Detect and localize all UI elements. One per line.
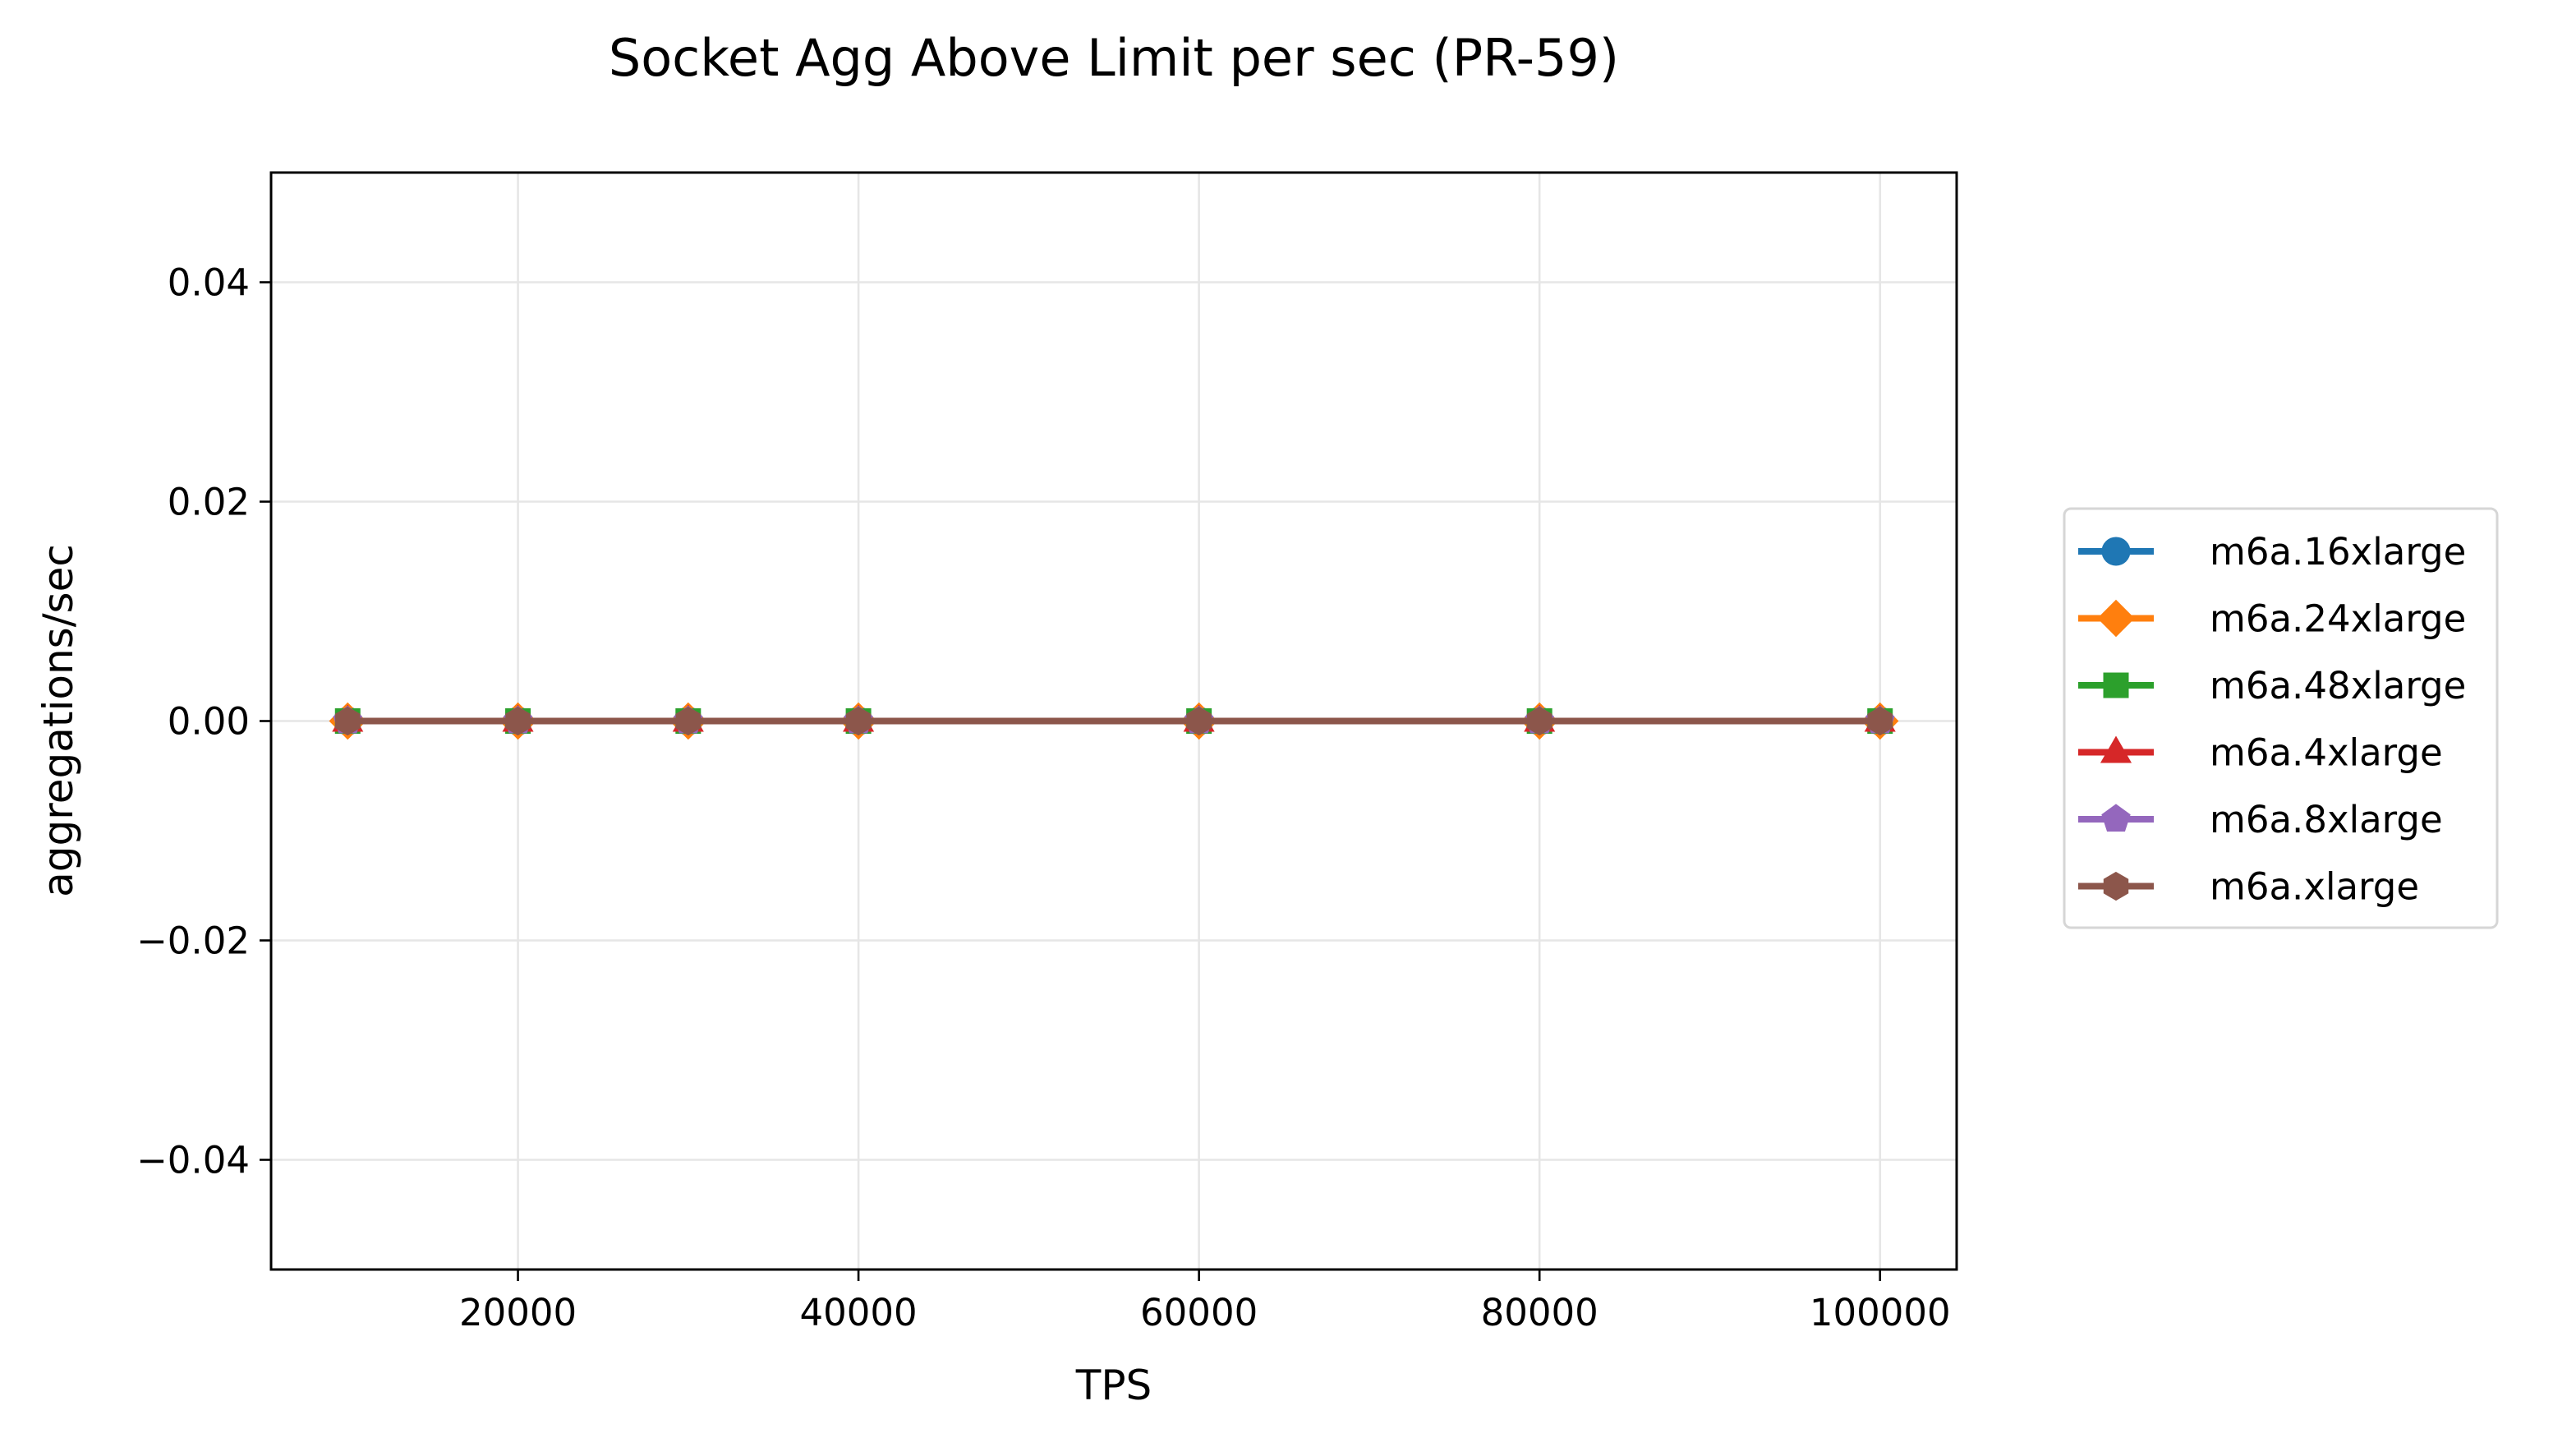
x-axis-ticks: 20000 40000 60000 80000 100000 (459, 1270, 1951, 1334)
legend-label: m6a.xlarge (2210, 865, 2419, 909)
legend-items: m6a.16xlarge m6a.24xlarge m6a.48xlarge m6a.… (2078, 530, 2466, 909)
legend-item: m6a.4xlarge (2078, 731, 2443, 775)
series-layer (329, 702, 1899, 740)
data-point (1526, 706, 1552, 736)
data-point (1867, 706, 1893, 736)
legend-label: m6a.8xlarge (2210, 798, 2443, 841)
y-tick-label: 0.04 (168, 261, 250, 305)
y-axis-ticks: 0.04 0.02 0.00 −0.02 −0.04 (136, 261, 271, 1182)
y-axis-label: aggregations/sec (34, 544, 82, 897)
legend-marker (2100, 735, 2132, 763)
legend-box (2063, 507, 2499, 929)
chart-title: Socket Agg Above Limit per sec (PR-59) (609, 28, 1619, 88)
legend-label: m6a.16xlarge (2210, 530, 2466, 574)
y-tick-label: 0.00 (168, 700, 250, 744)
data-point (505, 706, 531, 736)
legend-marker (2103, 672, 2129, 698)
legend-item: m6a.xlarge (2078, 865, 2419, 909)
legend-item: m6a.48xlarge (2078, 664, 2466, 707)
data-point (845, 706, 872, 736)
y-tick-label: −0.04 (136, 1139, 250, 1182)
y-tick-label: 0.02 (168, 481, 250, 524)
x-axis-label: TPS (1075, 1362, 1152, 1409)
legend-label: m6a.24xlarge (2210, 597, 2466, 641)
legend-marker (2103, 871, 2129, 901)
x-tick-label: 20000 (459, 1291, 577, 1334)
x-tick-label: 80000 (1481, 1291, 1598, 1334)
series-m6a.xlarge (335, 706, 1893, 736)
legend-marker (2097, 599, 2135, 638)
legend-marker (2101, 804, 2131, 832)
legend-label: m6a.48xlarge (2210, 664, 2466, 707)
y-tick-label: −0.02 (136, 919, 250, 963)
x-tick-label: 40000 (800, 1291, 918, 1334)
legend: m6a.16xlarge m6a.24xlarge m6a.48xlarge m6a.… (2063, 507, 2499, 929)
legend-label: m6a.4xlarge (2210, 731, 2443, 775)
x-tick-label: 60000 (1140, 1291, 1258, 1334)
legend-item: m6a.8xlarge (2078, 798, 2443, 841)
data-point (1186, 706, 1212, 736)
legend-item: m6a.24xlarge (2078, 597, 2466, 641)
legend-item: m6a.16xlarge (2078, 530, 2466, 574)
legend-marker (2101, 537, 2131, 566)
x-tick-label: 100000 (1810, 1291, 1951, 1334)
data-point (675, 706, 702, 736)
data-point (335, 706, 361, 736)
